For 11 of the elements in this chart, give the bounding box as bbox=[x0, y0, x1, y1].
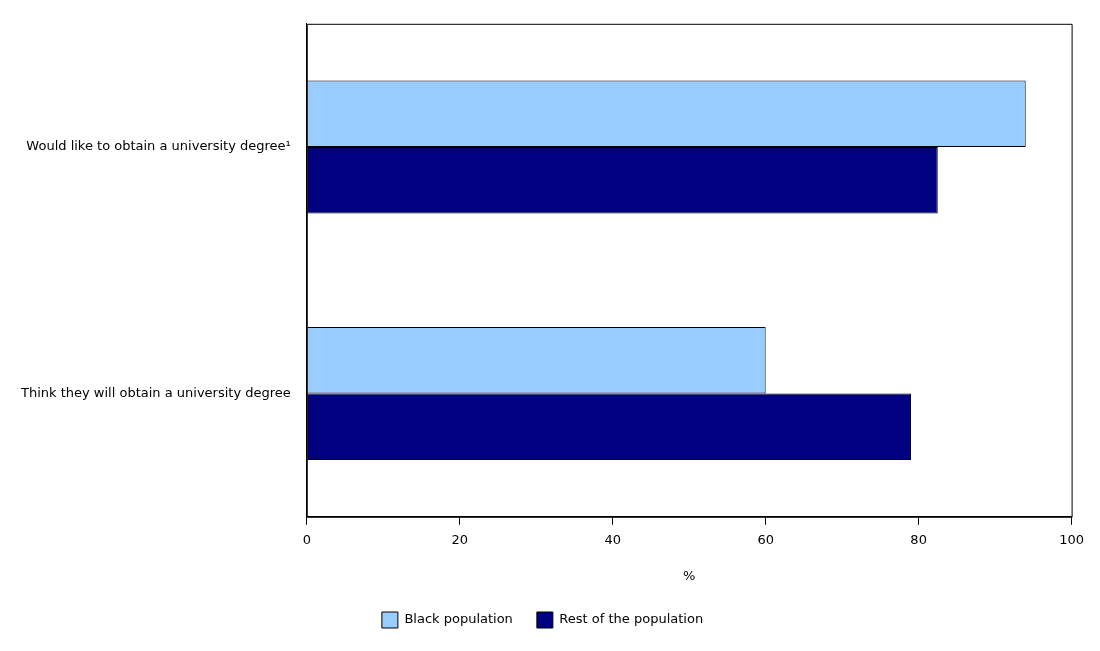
x-axis-title: % bbox=[683, 567, 696, 583]
x-tick-label: 0 bbox=[302, 531, 311, 547]
legend-label: Rest of the population bbox=[559, 611, 704, 627]
x-tick-label: 20 bbox=[451, 531, 469, 547]
y-tick-label: Think they will obtain a university degree bbox=[20, 384, 291, 400]
x-tick-label: 100 bbox=[1059, 531, 1085, 547]
x-tick-label: 80 bbox=[910, 531, 927, 547]
x-tick-label: 40 bbox=[604, 531, 621, 547]
x-tick-label: 60 bbox=[757, 531, 774, 547]
y-tick-label: Would like to obtain a university degree¹ bbox=[26, 138, 291, 154]
legend-label: Black population bbox=[404, 611, 513, 627]
